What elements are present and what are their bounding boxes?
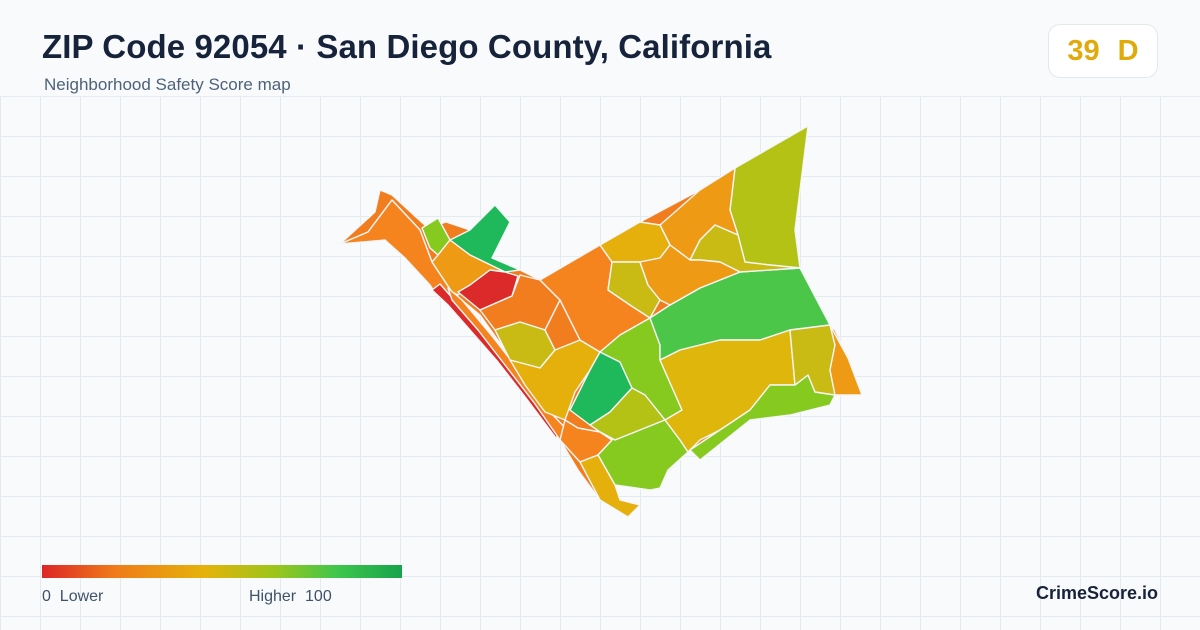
page-title: ZIP Code 92054 · San Diego County, Calif… [42, 28, 772, 65]
score-grade: D [1117, 34, 1139, 67]
score-value: 39 [1067, 34, 1100, 67]
header-band [0, 0, 1200, 97]
legend-higher-label: Higher 100 [249, 588, 332, 606]
page-subtitle: Neighborhood Safety Score map [44, 75, 291, 94]
legend-lower-label: 0 Lower [42, 588, 103, 606]
legend-min-label: Lower [59, 588, 104, 605]
brand-logo-text[interactable]: CrimeScore.io [1036, 583, 1159, 603]
map-region [829, 324, 863, 396]
map-region [579, 454, 641, 518]
legend-max-value: 100 [305, 588, 332, 605]
safety-score-badge: 39 D [1048, 24, 1158, 78]
legend-max-label: Higher [249, 588, 297, 605]
map-region [599, 221, 671, 263]
legend-gradient-bar [42, 565, 402, 578]
map-region [789, 324, 836, 396]
legend-min-value: 0 [42, 588, 51, 605]
map-region [639, 244, 741, 306]
